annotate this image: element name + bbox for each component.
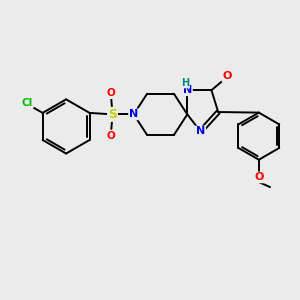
Text: O: O	[107, 130, 116, 141]
Text: O: O	[222, 71, 232, 81]
Text: Cl: Cl	[22, 98, 33, 108]
Text: O: O	[107, 88, 116, 98]
Text: N: N	[196, 126, 205, 136]
Text: O: O	[254, 172, 263, 182]
Text: S: S	[108, 108, 117, 121]
Text: H: H	[181, 78, 189, 88]
Text: N: N	[129, 110, 138, 119]
Text: N: N	[183, 85, 192, 95]
